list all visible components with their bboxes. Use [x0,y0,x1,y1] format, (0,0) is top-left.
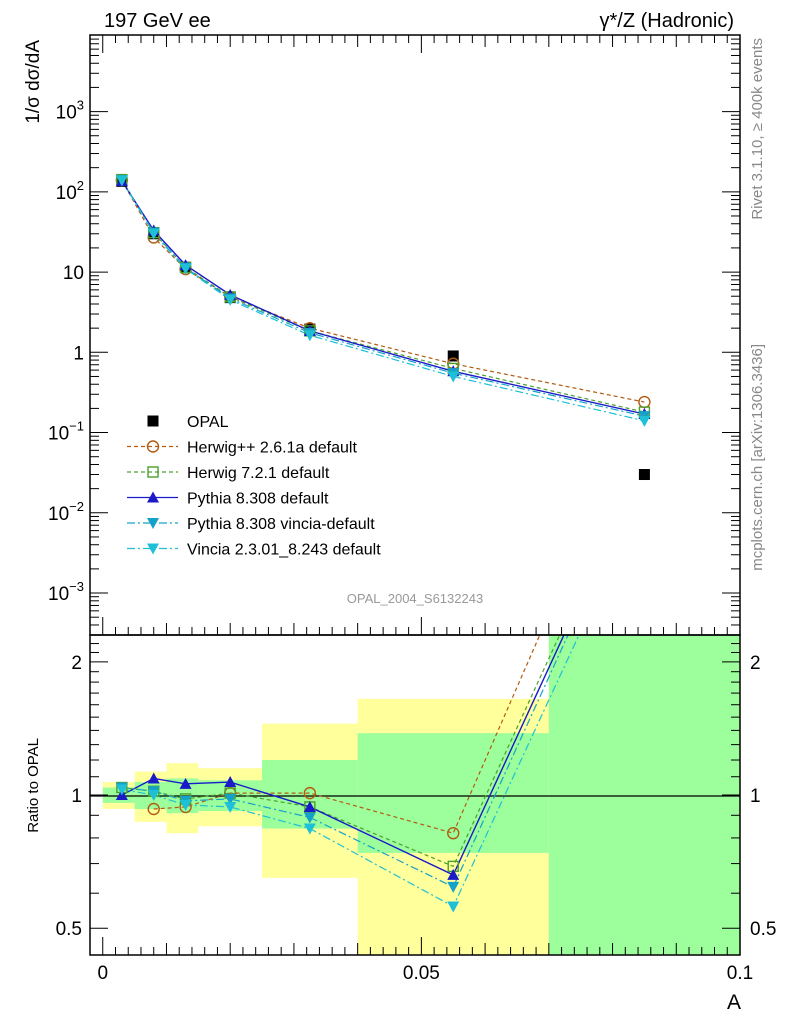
x-tick-label: 0.1 [727,963,753,984]
x-tick-label: 0.05 [403,963,440,984]
legend: OPAL Herwig++ 2.6.1a default Herwig 7.2.1 … [127,414,381,559]
ratio-marker-herwigpp [303,786,317,800]
ratio-y-tick-label-left: 2 [71,653,82,674]
header-right: γ*/Z (Hadronic) [600,10,734,32]
legend-label: Pythia 8.308 default [187,491,329,508]
series-line-vincia_py [121,179,645,417]
main-y-axis-label: 1/σ dσ/dA [23,40,44,124]
marker-vincia [115,175,128,187]
legend-label: Herwig 7.2.1 default [187,465,330,482]
legend-item-opal: OPAL [147,414,229,431]
y-tick-label: 10−2 [48,499,84,525]
marker-opal [447,350,459,362]
legend-marker [147,466,159,478]
ratio-y-tick-label-right: 0.5 [750,919,776,940]
ratio-marker-herwigpp [447,826,460,840]
legend-marker [147,491,159,503]
ratio-y-tick-label-left: 0.5 [56,919,82,940]
rivet-version-label: Rivet 3.1.10, ≥ 400k events [749,38,766,220]
legend-label: Vincia 2.3.01_8.243 default [187,542,381,559]
legend-item-pythia: Pythia 8.308 default [127,491,329,508]
ratio-marker-vincia [179,799,192,811]
x-tick-label: 0 [97,963,108,984]
y-tick-label: 103 [56,98,84,124]
ratio-marker-pythia [224,776,237,788]
band-inner-6 [548,635,740,955]
y-tick-label: 1 [73,343,84,364]
ratio-series-markers [115,772,460,913]
ratio-marker-herwigpp [147,802,160,816]
marker-vincia [638,415,651,427]
marker-vincia [303,330,316,342]
series-line-pythia [121,180,645,415]
y-tick-label: 10 [63,263,84,284]
mcplots-label: mcplots.cern.ch [arXiv:1306.3436] [749,344,766,571]
analysis-id-label: OPAL_2004_S6132243 [347,591,483,606]
ratio-marker-pythia [179,777,192,789]
series-line-vincia [121,180,645,422]
y-tick-label: 10−3 [48,579,84,605]
marker-vincia [224,294,237,306]
legend-item-vincia_py: Pythia 8.308 vincia-default [127,516,375,533]
ratio-y-tick-label-right: 1 [750,786,761,807]
legend-item-herwigpp: Herwig++ 2.6.1a default [127,440,357,457]
ratio-marker-vincia [303,823,316,835]
ratio-marker-pythia [147,772,160,784]
marker-vincia [147,228,160,240]
ratio-line-herwigpp [153,635,541,834]
y-tick-label: 102 [56,178,84,204]
ratio-uncertainty-bands [102,635,740,955]
legend-label: OPAL [187,414,229,431]
x-axis-label: A [727,991,741,1014]
marker-vincia [179,263,192,275]
header-left: 197 GeV ee [104,10,211,32]
legend-marker [147,543,159,555]
y-tick-label: 10−1 [48,419,84,445]
ratio-y-tick-label-left: 1 [71,786,82,807]
x-axis-ticks: 0 0.05 0.1 [97,35,753,984]
legend-marker [147,415,159,427]
legend-marker [147,518,159,529]
ratio-marker-vincia_py [224,793,237,805]
ratio-marker-vincia [147,790,160,802]
ratio-line-herwig7 [121,635,561,868]
ratio-marker-pythia [447,868,460,880]
legend-item-vincia: Vincia 2.3.01_8.243 default [127,542,381,559]
ratio-marker-vincia [447,901,460,913]
legend-label: Herwig++ 2.6.1a default [187,440,357,457]
legend-item-herwig7: Herwig 7.2.1 default [127,465,330,482]
ratio-marker-vincia_py [303,812,316,824]
band-inner-5 [357,733,549,853]
ratio-y-axis-label: Ratio to OPAL [25,738,42,833]
legend-marker [146,440,160,453]
ratio-marker-vincia_py [447,881,460,893]
ratio-y-axis-ticks: 0.5 0.5 1 1 2 2 [56,643,776,940]
series-line-herwig7 [121,179,645,413]
main-series-markers [115,173,651,481]
marker-vincia [447,371,460,383]
main-y-axis-ticks: 10−3 10−2 10−1 1 10 102 103 [48,34,740,636]
ratio-y-tick-label-right: 2 [750,653,761,674]
main-series-lines [121,179,645,422]
series-line-herwigpp [121,179,645,403]
legend-label: Pythia 8.308 vincia-default [187,516,375,533]
ratio-marker-vincia [115,784,128,796]
marker-opal [638,469,650,481]
ratio-marker-pythia [303,800,316,812]
ratio-marker-vincia [224,801,237,813]
